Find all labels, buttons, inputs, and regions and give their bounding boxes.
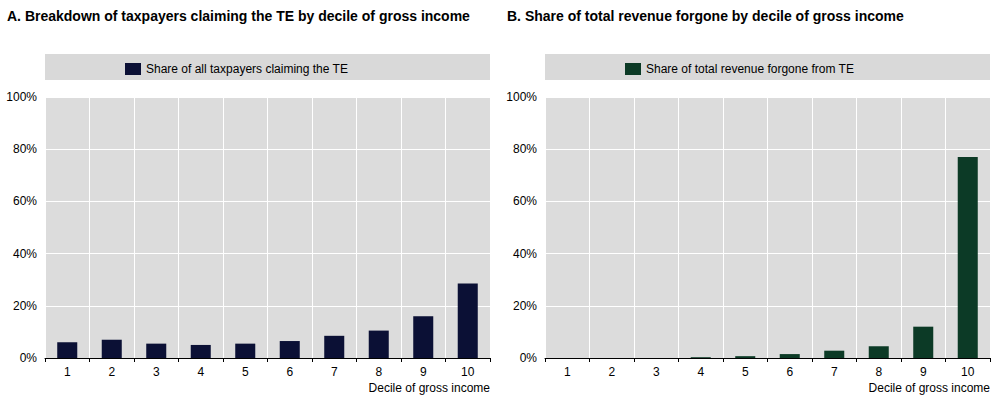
svg-text:9: 9	[920, 365, 927, 379]
svg-text:Share of all taxpayers claimin: Share of all taxpayers claiming the TE	[146, 62, 348, 76]
svg-text:7: 7	[331, 365, 338, 379]
svg-text:A. Breakdown of taxpayers clai: A. Breakdown of taxpayers claiming the T…	[7, 8, 470, 24]
svg-text:8: 8	[875, 365, 882, 379]
svg-text:6: 6	[286, 365, 293, 379]
svg-text:1: 1	[564, 365, 571, 379]
svg-text:0%: 0%	[520, 351, 538, 365]
svg-text:100%: 100%	[6, 90, 37, 104]
svg-text:40%: 40%	[513, 247, 537, 261]
svg-text:80%: 80%	[513, 142, 537, 156]
svg-text:60%: 60%	[13, 194, 37, 208]
svg-text:10: 10	[461, 365, 475, 379]
svg-text:6: 6	[786, 365, 793, 379]
svg-text:8: 8	[375, 365, 382, 379]
svg-text:60%: 60%	[513, 194, 537, 208]
svg-text:3: 3	[153, 365, 160, 379]
svg-text:10: 10	[961, 365, 975, 379]
svg-text:20%: 20%	[513, 299, 537, 313]
svg-text:80%: 80%	[13, 142, 37, 156]
svg-text:7: 7	[831, 365, 838, 379]
svg-text:B. Share of total revenue forg: B. Share of total revenue forgone by dec…	[507, 8, 904, 24]
svg-text:3: 3	[653, 365, 660, 379]
svg-text:40%: 40%	[13, 247, 37, 261]
svg-text:2: 2	[108, 365, 115, 379]
svg-text:4: 4	[697, 365, 704, 379]
svg-text:5: 5	[242, 365, 249, 379]
svg-text:5: 5	[742, 365, 749, 379]
svg-text:Decile of gross income: Decile of gross income	[369, 381, 491, 395]
svg-text:4: 4	[197, 365, 204, 379]
svg-text:0%: 0%	[20, 351, 38, 365]
svg-text:20%: 20%	[13, 299, 37, 313]
svg-text:Share of total revenue forgone: Share of total revenue forgone from TE	[646, 62, 854, 76]
svg-text:1: 1	[64, 365, 71, 379]
svg-text:100%: 100%	[506, 90, 537, 104]
svg-text:9: 9	[420, 365, 427, 379]
svg-text:Decile of gross income: Decile of gross income	[869, 381, 991, 395]
svg-text:2: 2	[608, 365, 615, 379]
